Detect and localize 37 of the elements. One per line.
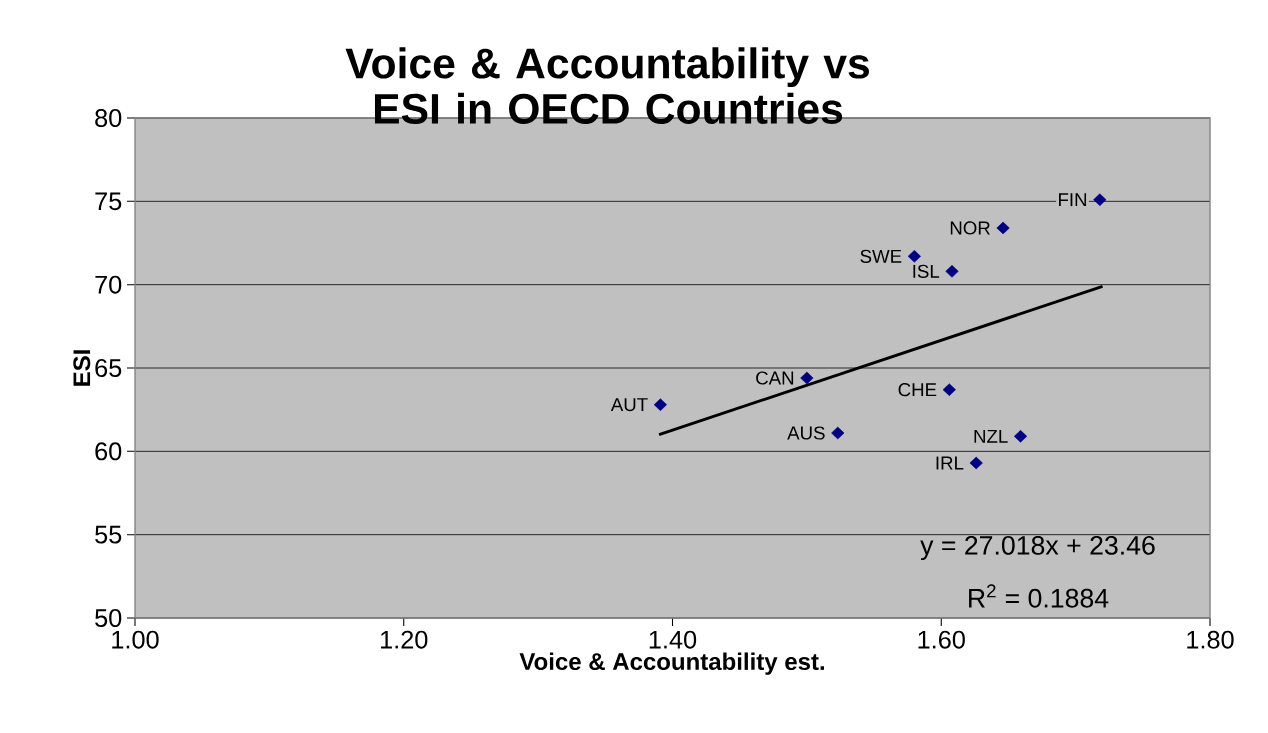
annotation: SWE xyxy=(860,249,902,263)
point xyxy=(996,221,1010,235)
annotation: ISL xyxy=(913,264,940,278)
annotation: FIN xyxy=(1059,193,1087,207)
point xyxy=(942,383,956,396)
point xyxy=(1013,430,1028,443)
point xyxy=(907,250,921,263)
point xyxy=(1093,193,1107,206)
x-axis-title: Voice & Accountability est. xyxy=(519,652,824,675)
x-tick-label: 1.60 xyxy=(918,630,965,649)
y-tick-label: 75 xyxy=(95,192,122,211)
y-axis-title: ESI xyxy=(73,350,91,386)
point xyxy=(653,398,667,411)
point xyxy=(945,265,959,278)
y-tick-label: 60 xyxy=(95,442,122,461)
y-tick-label: 80 xyxy=(95,109,122,127)
point xyxy=(800,371,814,385)
annotation: NOR xyxy=(950,221,990,235)
annotation: AUS xyxy=(787,426,825,440)
annotation: R$^{2}$ = 0.1884 xyxy=(969,584,1109,608)
annotation: y = 27.018x + 23.46 xyxy=(920,535,1155,561)
y-tick-label: 65 xyxy=(95,359,122,377)
y-tick-label: 55 xyxy=(95,525,122,544)
annotation: AUT xyxy=(610,398,648,412)
x-tick-label: 1.40 xyxy=(649,630,697,649)
point xyxy=(831,426,845,440)
annotation: NZL xyxy=(974,429,1008,443)
y-tick-label: 50 xyxy=(95,609,122,627)
annotation: CAN xyxy=(756,371,794,385)
x-tick-label: 1.80 xyxy=(1187,630,1234,649)
x-tick-label: 1.20 xyxy=(381,630,428,649)
point xyxy=(969,456,983,470)
chart-title: Voice & Accountability vs ESI in OECD Countries xyxy=(345,47,869,124)
annotation: IRL xyxy=(936,456,964,470)
annotation: CHE xyxy=(898,383,937,397)
y-tick-label: 70 xyxy=(95,275,122,294)
x-tick-label: 1.00 xyxy=(112,630,159,649)
